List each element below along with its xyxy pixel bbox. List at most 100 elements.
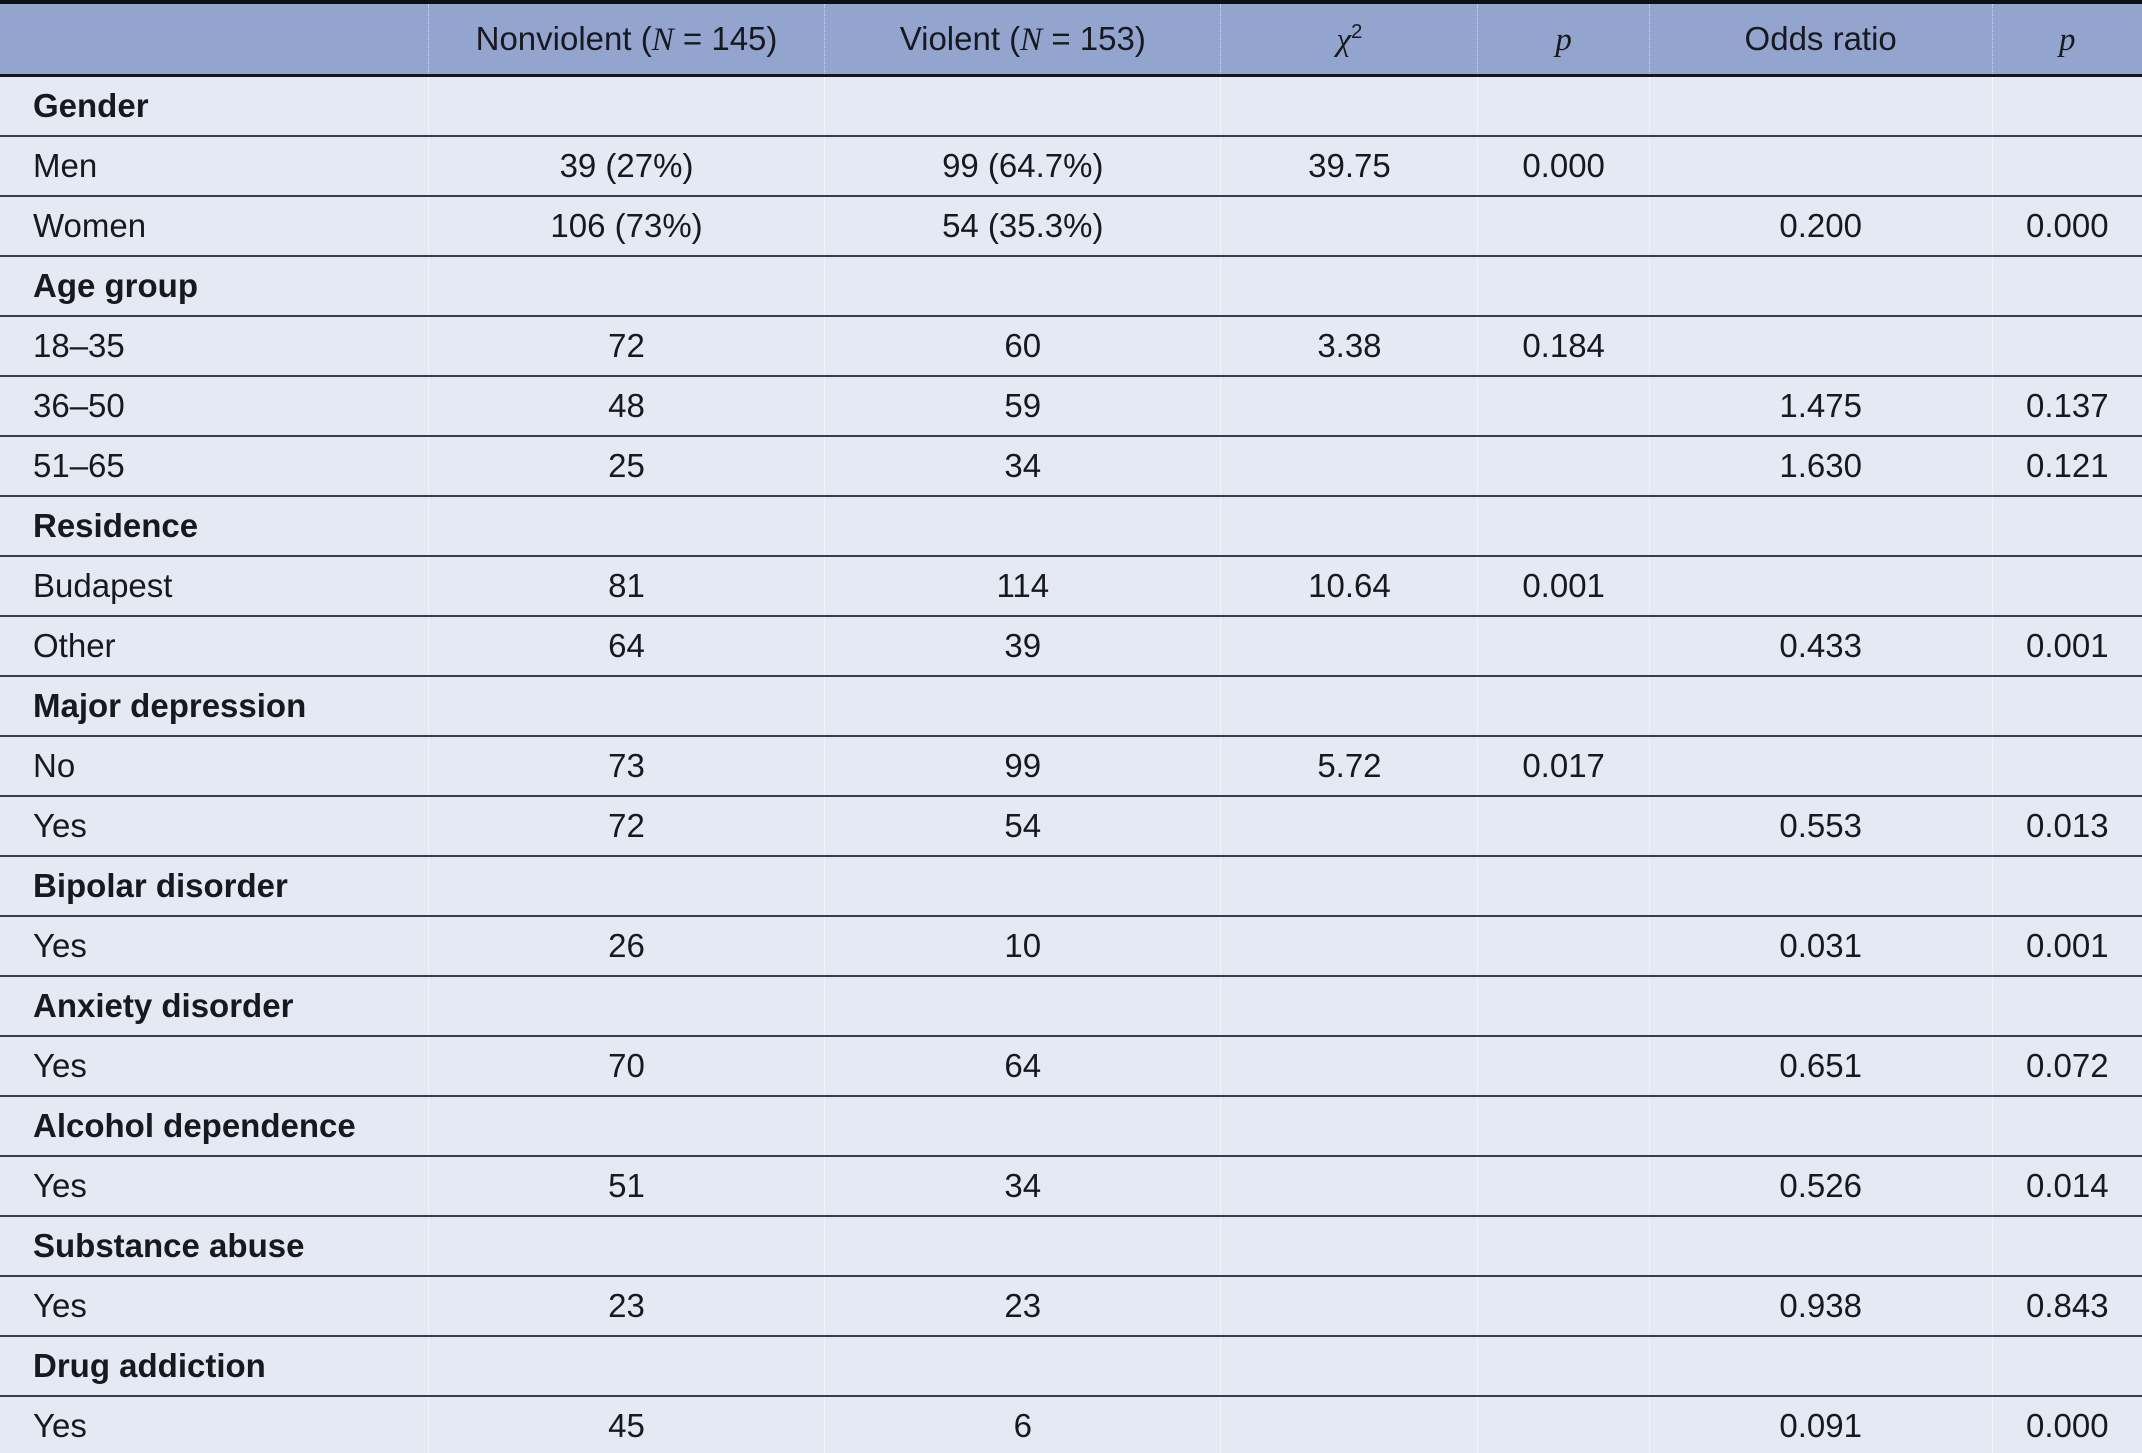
value-cell: 70 bbox=[428, 1036, 826, 1097]
value-cell: 0.938 bbox=[1649, 1276, 1993, 1337]
section-label-cell: Gender bbox=[0, 75, 429, 137]
value-cell bbox=[1477, 496, 1650, 557]
value-cell: 60 bbox=[824, 316, 1222, 377]
value-cell: 1.630 bbox=[1649, 436, 1993, 497]
value-cell: 0.001 bbox=[1992, 616, 2142, 677]
value-cell bbox=[1477, 436, 1650, 497]
value-cell bbox=[1220, 856, 1479, 917]
value-cell: 39 (27%) bbox=[428, 136, 826, 197]
value-cell: 0.433 bbox=[1649, 616, 1993, 677]
value-cell bbox=[1477, 676, 1650, 737]
value-cell bbox=[1992, 496, 2142, 557]
value-cell: 54 (35.3%) bbox=[824, 196, 1222, 257]
value-cell bbox=[1220, 1396, 1479, 1453]
value-cell bbox=[1649, 556, 1993, 617]
value-cell: 0.014 bbox=[1992, 1156, 2142, 1217]
value-cell bbox=[1477, 796, 1650, 857]
section-label-cell: Alcohol dependence bbox=[0, 1096, 429, 1157]
value-cell: 73 bbox=[428, 736, 826, 797]
section-row: Major depression bbox=[0, 676, 2142, 737]
data-row: Women 106 (73%) 54 (35.3%) 0.200 0.000 bbox=[0, 196, 2142, 257]
data-row: Yes 51 34 0.526 0.014 bbox=[0, 1156, 2142, 1217]
row-label-cell: 18–35 bbox=[0, 316, 429, 377]
column-header-chi-square: χ2 bbox=[1220, 2, 1479, 77]
value-cell bbox=[1220, 1036, 1479, 1097]
row-label-cell: 51–65 bbox=[0, 436, 429, 497]
value-cell bbox=[1649, 496, 1993, 557]
value-cell: 0.001 bbox=[1992, 916, 2142, 977]
value-cell bbox=[428, 496, 826, 557]
value-cell: 6 bbox=[824, 1396, 1222, 1453]
section-label-cell: Major depression bbox=[0, 676, 429, 737]
value-cell bbox=[1992, 676, 2142, 737]
row-label-cell: 36–50 bbox=[0, 376, 429, 437]
value-cell: 5.72 bbox=[1220, 736, 1479, 797]
column-header-text: p bbox=[2059, 21, 2076, 58]
data-row: Budapest 81 114 10.64 0.001 bbox=[0, 556, 2142, 617]
value-cell bbox=[1477, 916, 1650, 977]
section-row: Drug addiction bbox=[0, 1336, 2142, 1397]
value-cell bbox=[1992, 316, 2142, 377]
section-row: Age group bbox=[0, 256, 2142, 317]
value-cell bbox=[1477, 256, 1650, 317]
value-cell bbox=[1477, 1036, 1650, 1097]
value-cell bbox=[1220, 376, 1479, 437]
value-cell bbox=[1992, 75, 2142, 137]
value-cell: 0.184 bbox=[1477, 316, 1650, 377]
value-cell: 45 bbox=[428, 1396, 826, 1453]
column-header-text: Nonviolent ( bbox=[475, 19, 652, 57]
section-label-cell: Bipolar disorder bbox=[0, 856, 429, 917]
row-label-cell: Women bbox=[0, 196, 429, 257]
value-cell: 54 bbox=[824, 796, 1222, 857]
value-cell bbox=[1220, 1216, 1479, 1277]
table-header: Nonviolent (N = 145) Violent (N = 153) χ2 p… bbox=[0, 2, 2142, 77]
value-cell: 0.072 bbox=[1992, 1036, 2142, 1097]
row-label-cell: Yes bbox=[0, 1276, 429, 1337]
value-cell bbox=[1220, 436, 1479, 497]
data-row: 51–65 25 34 1.630 0.121 bbox=[0, 436, 2142, 497]
value-cell bbox=[824, 976, 1222, 1037]
column-header-text: = 153) bbox=[1042, 19, 1146, 57]
row-label-cell: Yes bbox=[0, 1156, 429, 1217]
value-cell: 0.121 bbox=[1992, 436, 2142, 497]
row-label-cell: Yes bbox=[0, 796, 429, 857]
value-cell: 39.75 bbox=[1220, 136, 1479, 197]
value-cell bbox=[1992, 736, 2142, 797]
section-row: Bipolar disorder bbox=[0, 856, 2142, 917]
value-cell bbox=[1649, 1216, 1993, 1277]
column-header-text: Violent ( bbox=[899, 19, 1021, 57]
value-cell bbox=[824, 1216, 1222, 1277]
value-cell: 0.031 bbox=[1649, 916, 1993, 977]
data-row: Yes 23 23 0.938 0.843 bbox=[0, 1276, 2142, 1337]
column-header-text: N bbox=[1020, 21, 1043, 58]
value-cell bbox=[1477, 376, 1650, 437]
value-cell: 0.000 bbox=[1992, 196, 2142, 257]
value-cell bbox=[824, 256, 1222, 317]
value-cell: 81 bbox=[428, 556, 826, 617]
value-cell bbox=[1649, 736, 1993, 797]
value-cell bbox=[1992, 976, 2142, 1037]
column-header-text: p bbox=[1555, 21, 1572, 58]
value-cell bbox=[824, 75, 1222, 137]
value-cell: 10 bbox=[824, 916, 1222, 977]
column-header-text: = 145) bbox=[673, 19, 778, 57]
value-cell: 0.000 bbox=[1477, 136, 1650, 197]
value-cell bbox=[1477, 1096, 1650, 1157]
value-cell bbox=[428, 856, 826, 917]
section-row: Residence bbox=[0, 496, 2142, 557]
value-cell bbox=[428, 1216, 826, 1277]
value-cell: 59 bbox=[824, 376, 1222, 437]
section-label-cell: Age group bbox=[0, 256, 429, 317]
row-label-cell: Men bbox=[0, 136, 429, 197]
column-header-p-odds: p bbox=[1992, 2, 2142, 77]
row-label-cell: Other bbox=[0, 616, 429, 677]
data-row: Yes 70 64 0.651 0.072 bbox=[0, 1036, 2142, 1097]
value-cell: 51 bbox=[428, 1156, 826, 1217]
value-cell: 72 bbox=[428, 316, 826, 377]
value-cell bbox=[1220, 256, 1479, 317]
value-cell: 106 (73%) bbox=[428, 196, 826, 257]
value-cell: 0.091 bbox=[1649, 1396, 1993, 1453]
value-cell bbox=[428, 976, 826, 1037]
value-cell bbox=[428, 256, 826, 317]
value-cell: 0.017 bbox=[1477, 736, 1650, 797]
